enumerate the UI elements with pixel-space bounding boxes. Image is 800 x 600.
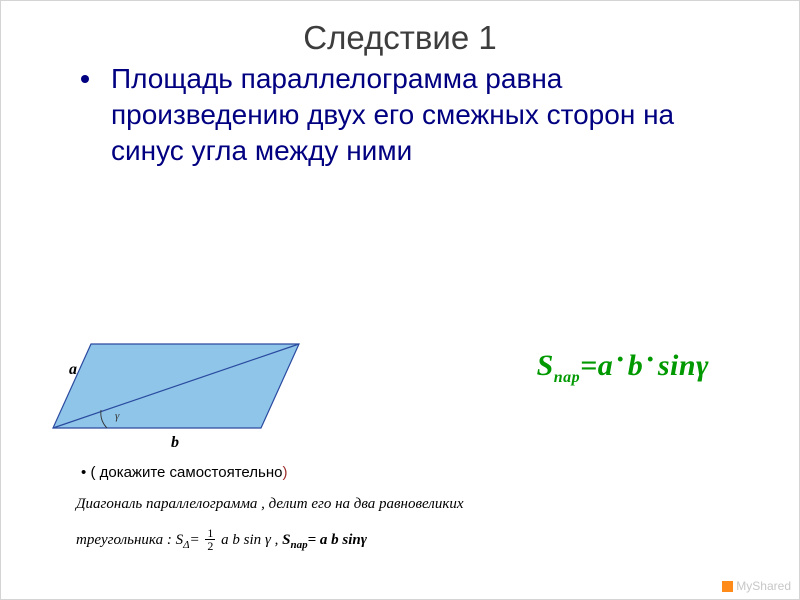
dot-icon-2: · — [643, 343, 658, 376]
fraction: 12 — [205, 527, 215, 552]
slide-title: Следствие 1 — [1, 1, 799, 57]
label-side-a: a — [69, 361, 77, 379]
triangle-text: треугольника : SΔ= 12 a b sin γ , Sпар= … — [76, 528, 367, 553]
watermark-icon — [722, 581, 733, 592]
body-text: Площадь параллелограмма равна произведен… — [1, 57, 799, 168]
tri-pre: треугольника : S — [76, 532, 183, 548]
formula-eq-a: =a — [580, 349, 613, 382]
tri-comma: , — [271, 532, 282, 548]
formula-S: S — [537, 349, 554, 382]
tri-g2: γ — [361, 532, 367, 548]
tri-eq1: = — [190, 532, 204, 548]
tri-par: пар — [290, 539, 307, 551]
body-content: Площадь параллелограмма равна произведен… — [111, 63, 674, 166]
proof-close: ) — [282, 464, 287, 481]
proof-note: • ( докажите самостоятельно) — [81, 464, 287, 481]
diagonal-text: Диагональ параллелограмма , делит его на… — [76, 496, 464, 513]
watermark: MyShared — [722, 579, 791, 593]
tri-mid: a b sin — [217, 532, 265, 548]
label-side-b: b — [171, 434, 179, 452]
bullet-row: Площадь параллелограмма равна произведен… — [111, 61, 749, 168]
area-formula: Sпар=a·b·sinγ — [537, 349, 709, 387]
proof-text: ( докажите самостоятельно — [90, 464, 282, 481]
formula-sub: пар — [554, 369, 580, 386]
label-angle: γ — [115, 410, 119, 422]
formula-b: b — [628, 349, 644, 382]
frac-den: 2 — [205, 540, 215, 552]
formula-gamma: γ — [696, 349, 709, 382]
formula-sin: sin — [658, 349, 696, 382]
slide: Следствие 1 Площадь параллелограмма равн… — [0, 0, 800, 600]
proof-bullet: • — [81, 464, 86, 481]
tri-eq2: = a b sin — [308, 532, 361, 548]
parallelogram-figure: a b γ — [51, 326, 311, 456]
parallelogram-svg — [51, 326, 311, 456]
watermark-text: MyShared — [736, 579, 791, 593]
dot-icon: · — [613, 343, 628, 376]
bullet-icon — [81, 75, 89, 83]
